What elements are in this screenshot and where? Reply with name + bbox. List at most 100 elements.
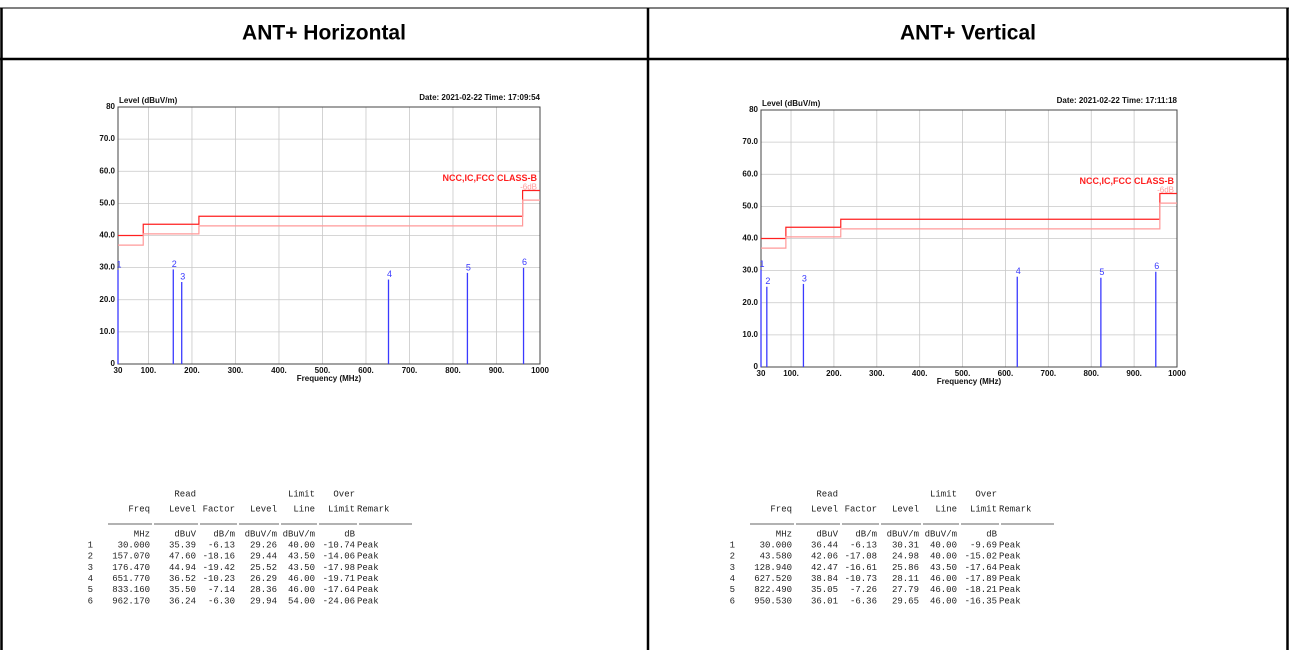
table-cell: Peak (357, 585, 379, 595)
column-header: Read (816, 489, 838, 499)
column-header: Limit (930, 489, 957, 499)
x-tick-label: 600. (358, 366, 374, 375)
table-cell: 28.11 (892, 574, 919, 584)
table-cell: 26.29 (250, 574, 277, 584)
limit-line (761, 202, 1177, 249)
column-header: Over (333, 489, 355, 499)
table-cell: 46.00 (288, 585, 315, 595)
table-cell: -7.14 (208, 585, 235, 595)
x-tick-label: 30 (757, 369, 766, 378)
table-cell: 4 (88, 574, 93, 584)
table-cell: 47.60 (169, 552, 196, 562)
x-tick-label: 800. (445, 366, 461, 375)
table-cell: -6.36 (850, 596, 877, 606)
column-unit: dBuV/m (925, 529, 957, 539)
table-cell: 24.98 (892, 552, 919, 562)
table-cell: 3 (88, 563, 93, 573)
column-header: Limit (328, 504, 355, 514)
table-cell: 822.490 (754, 585, 792, 595)
table-cell: 38.84 (811, 574, 838, 584)
column-unit: dBuV/m (245, 529, 277, 539)
y-tick-label: 10.0 (742, 330, 758, 339)
peak-label: 6 (1154, 261, 1159, 271)
table-cell: 5 (730, 585, 735, 595)
date-note: Date: 2021-02-22 Time: 17:11:18 (1057, 96, 1178, 105)
y-tick-label: 0 (111, 359, 116, 368)
table-cell: -17.64 (323, 585, 355, 595)
table-cell: 43.50 (288, 552, 315, 562)
table-cell: 25.52 (250, 563, 277, 573)
x-tick-label: 200. (184, 366, 200, 375)
table-cell: 28.36 (250, 585, 277, 595)
table-cell: -15.02 (965, 552, 997, 562)
limit-line (118, 199, 540, 246)
table-cell: -10.73 (845, 574, 877, 584)
table-cell: -14.06 (323, 552, 355, 562)
date-note: Date: 2021-02-22 Time: 17:09:54 (419, 93, 540, 102)
table-cell: 1 (88, 540, 93, 550)
table-cell: 962.170 (112, 596, 150, 606)
column-unit: dB/m (855, 529, 877, 539)
table-cell: 29.26 (250, 540, 277, 550)
table-cell: 29.65 (892, 596, 919, 606)
column-header: Line (935, 504, 957, 514)
limit-label: NCC,IC,FCC CLASS-B (1080, 176, 1175, 186)
table-cell: 176.470 (112, 563, 150, 573)
table-cell: -16.35 (965, 596, 997, 606)
column-header: Limit (970, 504, 997, 514)
x-tick-label: 900. (489, 366, 505, 375)
column-unit: dBuV (816, 529, 838, 539)
table-cell: 29.94 (250, 596, 277, 606)
table-cell: 6 (730, 596, 735, 606)
table-cell: -24.06 (323, 596, 355, 606)
table-cell: -19.42 (203, 563, 235, 573)
table-cell: 54.00 (288, 596, 315, 606)
x-tick-label: 1000 (1168, 369, 1186, 378)
table-cell: -17.64 (965, 563, 997, 573)
table-cell: 36.01 (811, 596, 838, 606)
x-tick-label: 30 (114, 366, 123, 375)
table-cell: Peak (357, 596, 379, 606)
y-tick-label: 70.0 (742, 137, 758, 146)
table-cell: 36.44 (811, 540, 838, 550)
peak-label: 1 (116, 259, 121, 269)
x-tick-label: 700. (402, 366, 418, 375)
column-header: Factor (203, 504, 235, 514)
column-unit: dB (344, 529, 355, 539)
table-cell: 157.070 (112, 552, 150, 562)
y-tick-label: 40.0 (742, 234, 758, 243)
table-cell: 6 (88, 596, 93, 606)
y-tick-label: 30.0 (742, 266, 758, 275)
table-cell: 627.520 (754, 574, 792, 584)
column-header: Level (169, 504, 196, 514)
y-tick-label: 60.0 (742, 169, 758, 178)
x-axis-title: Frequency (MHz) (297, 374, 362, 383)
table-cell: -6.13 (208, 540, 235, 550)
y-tick-label: 0 (754, 362, 759, 371)
x-tick-label: 500. (955, 369, 971, 378)
x-tick-label: 900. (1126, 369, 1142, 378)
peak-label: 4 (387, 269, 392, 279)
x-tick-label: 800. (1083, 369, 1099, 378)
table-cell: -6.13 (850, 540, 877, 550)
table-cell: Peak (999, 574, 1021, 584)
x-axis-title: Frequency (MHz) (937, 377, 1002, 386)
table-cell: Peak (999, 540, 1021, 550)
table-cell: 5 (88, 585, 93, 595)
column-unit: dBuV/m (887, 529, 919, 539)
table-cell: 4 (730, 574, 735, 584)
table-cell: 46.00 (288, 574, 315, 584)
table-cell: 1 (730, 540, 735, 550)
x-tick-label: 600. (998, 369, 1014, 378)
x-tick-label: 400. (271, 366, 287, 375)
table-cell: -16.61 (845, 563, 877, 573)
y-tick-label: 80 (106, 102, 115, 111)
column-header: Level (811, 504, 838, 514)
x-tick-label: 500. (315, 366, 331, 375)
column-header: Freq (128, 504, 150, 514)
table-cell: 35.50 (169, 585, 196, 595)
column-unit: dB (986, 529, 997, 539)
table-cell: -10.74 (323, 540, 355, 550)
y-axis-title: Level (dBuV/m) (119, 96, 178, 105)
